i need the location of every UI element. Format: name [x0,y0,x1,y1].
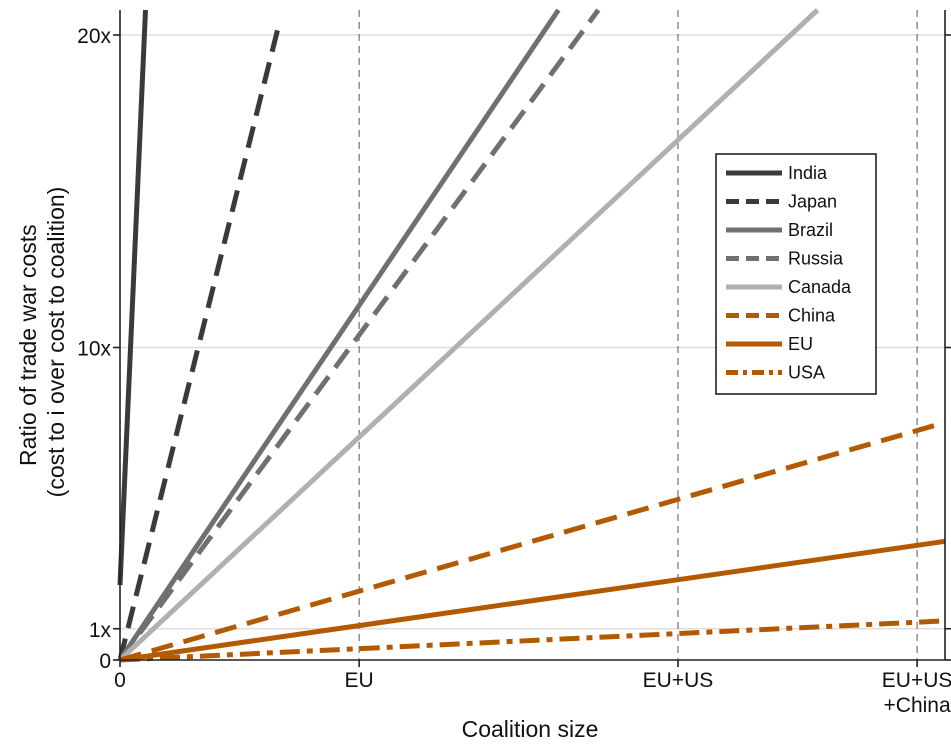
series-line-brazil [117,8,561,662]
legend: India Japan Brazil Russia Canada China EU USA [715,153,877,395]
x-tick-label-0-line-0: 0 [114,669,126,692]
x-tick-label-1-line-0: EU [345,669,374,692]
series-line-usa [119,618,946,663]
legend-label-canada: Canada [788,277,852,297]
x-tick-label-0: 0 [114,669,126,692]
x-tick-label-3-line-0: EU+US [882,669,951,692]
y-axis-title-line-2: (cost to i over cost to coalition) [43,187,69,498]
x-axis-title: Coalition size [462,716,599,742]
y-axis-title: Ratio of trade war costs (cost to i over… [15,187,69,498]
y-axis-title-line-1: Ratio of trade war costs [15,224,41,466]
legend-label-brazil: Brazil [788,220,833,240]
legend-box [715,153,877,395]
x-tick-label-2: EU+US [643,669,714,692]
x-tick-label-2-line-0: EU+US [643,669,714,692]
series-line-canada [118,8,820,662]
x-tick-label-1: EU [345,669,374,692]
legend-label-japan: Japan [788,192,837,212]
y-tick-label-3: 20x [77,25,111,48]
y-tick-label-2: 10x [77,338,111,361]
legend-label-russia: Russia [788,249,844,269]
legend-label-usa: USA [788,363,825,383]
legend-label-china: China [788,306,836,326]
y-tick-label-0: 0 [99,650,111,673]
axes-frame [119,10,946,661]
series-line-eu [119,538,946,663]
legend-label-india: India [788,163,828,183]
x-tick-label-3-line-1: +China [884,694,951,717]
series-line-russia [117,8,601,662]
legend-label-eu: EU [788,334,813,354]
x-tick-label-3: EU+US +China [882,669,951,717]
series-line-china [119,420,946,663]
series-line-japan [117,21,282,661]
y-tick-label-1: 1x [89,619,112,642]
series-layer [117,8,946,663]
series-line-india [117,9,148,586]
